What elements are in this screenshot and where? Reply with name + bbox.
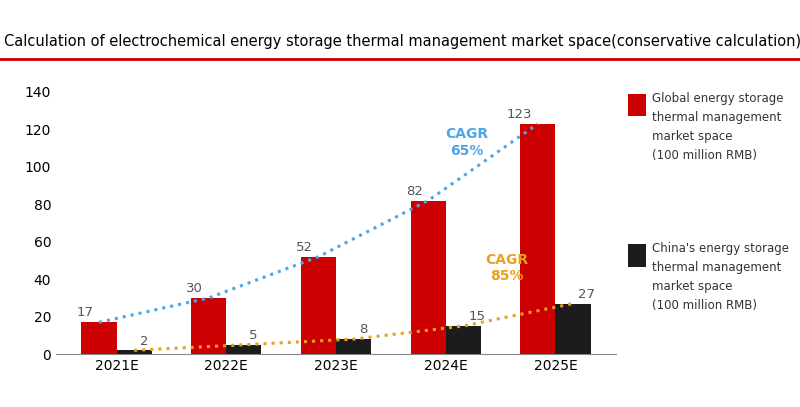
Text: Calculation of electrochemical energy storage thermal management market space(co: Calculation of electrochemical energy st… <box>4 34 800 49</box>
Bar <box>117 350 152 354</box>
Bar <box>82 322 117 354</box>
Text: 5: 5 <box>250 329 258 342</box>
Bar <box>520 124 555 354</box>
Text: 27: 27 <box>578 288 595 301</box>
Bar <box>336 339 371 354</box>
Bar <box>226 345 262 354</box>
Bar <box>191 298 226 354</box>
Text: Global energy storage
thermal management
market space
(100 million RMB): Global energy storage thermal management… <box>652 92 783 162</box>
Text: 8: 8 <box>359 323 367 336</box>
Text: China's energy storage
thermal management
market space
(100 million RMB): China's energy storage thermal managemen… <box>652 242 789 312</box>
Text: 30: 30 <box>186 282 203 295</box>
Text: 2: 2 <box>140 335 148 348</box>
Bar <box>301 257 336 354</box>
Bar <box>446 326 481 354</box>
Text: 82: 82 <box>406 185 422 198</box>
Text: 52: 52 <box>296 241 313 254</box>
Bar <box>555 304 590 354</box>
Text: 15: 15 <box>469 310 486 323</box>
Text: 17: 17 <box>77 306 94 319</box>
Text: CAGR
85%: CAGR 85% <box>486 253 529 283</box>
Text: 123: 123 <box>507 108 532 121</box>
Bar <box>410 201 446 354</box>
Text: CAGR
65%: CAGR 65% <box>445 127 488 158</box>
